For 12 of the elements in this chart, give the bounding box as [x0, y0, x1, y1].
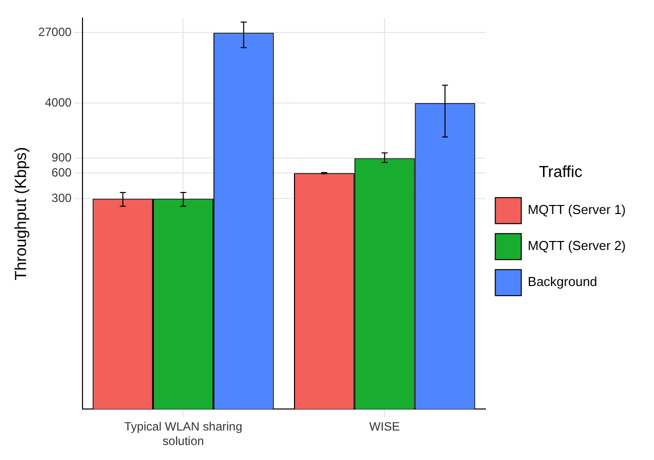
y-tick-label: 300: [52, 191, 72, 206]
y-tick-label: 4000: [44, 95, 72, 110]
y-tick-label: 27000: [38, 25, 72, 40]
x-tick-label: Typical WLAN sharing solution: [124, 420, 242, 448]
legend-label: Background: [528, 274, 598, 290]
legend-label: MQTT (Server 2): [528, 238, 626, 254]
legend-label: MQTT (Server 1): [528, 202, 626, 218]
y-tick-label: 900: [52, 150, 72, 165]
legend-title: Traffic: [538, 164, 582, 181]
x-tick-label: WISE: [369, 420, 400, 434]
y-axis-title: Throughput (Kbps): [13, 146, 30, 280]
y-tick-label: 600: [52, 165, 72, 180]
